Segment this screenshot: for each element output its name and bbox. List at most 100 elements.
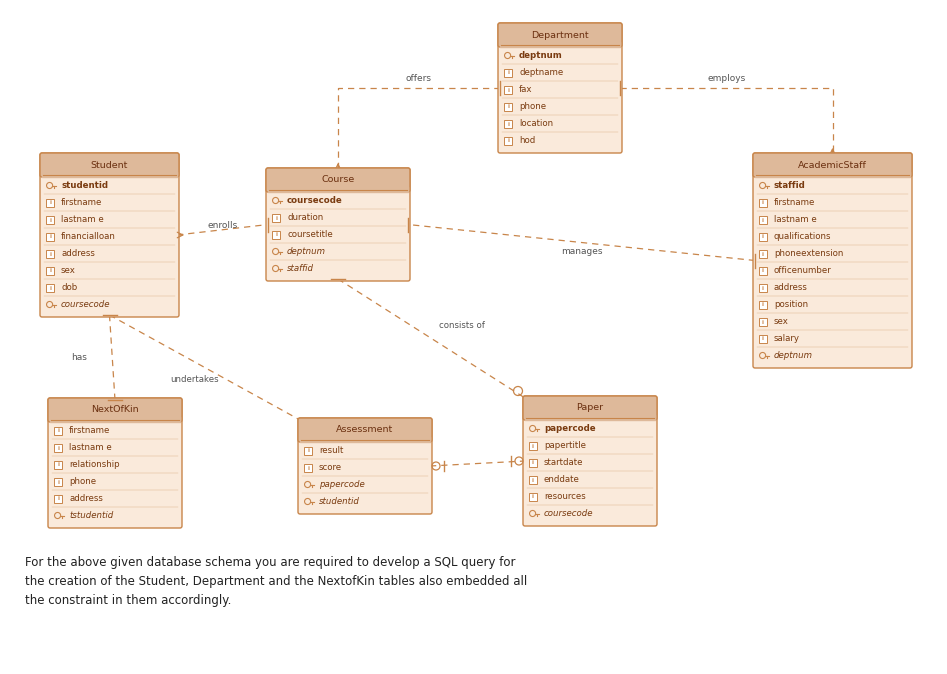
Text: phone: phone <box>519 102 546 111</box>
Text: lastnam e: lastnam e <box>69 443 112 452</box>
Bar <box>304 464 312 472</box>
Bar <box>504 86 512 94</box>
FancyBboxPatch shape <box>498 23 622 153</box>
Text: i: i <box>507 71 509 75</box>
Text: i: i <box>49 251 51 257</box>
Bar <box>759 266 767 274</box>
Text: i: i <box>49 200 51 206</box>
Text: deptnum: deptnum <box>287 247 326 256</box>
Text: consists of: consists of <box>438 321 485 330</box>
Bar <box>46 249 54 257</box>
Bar <box>529 441 537 450</box>
Bar <box>54 427 62 435</box>
Text: AcademicStaff: AcademicStaff <box>798 160 867 169</box>
Text: enrolls: enrolls <box>207 221 238 230</box>
FancyBboxPatch shape <box>266 168 410 281</box>
Text: studentid: studentid <box>61 181 108 190</box>
FancyBboxPatch shape <box>266 168 410 192</box>
Text: financialloan: financialloan <box>61 232 116 241</box>
Text: i: i <box>532 495 534 499</box>
Text: deptname: deptname <box>519 68 563 77</box>
Text: For the above given database schema you are required to develop a SQL query for
: For the above given database schema you … <box>25 556 527 607</box>
Text: i: i <box>49 286 51 290</box>
Bar <box>759 284 767 291</box>
Text: phone: phone <box>69 477 97 486</box>
Text: i: i <box>762 200 764 206</box>
Text: lastnam e: lastnam e <box>61 215 104 224</box>
Bar <box>759 334 767 342</box>
Text: Department: Department <box>531 30 589 40</box>
Text: i: i <box>762 251 764 257</box>
Text: Assessment: Assessment <box>336 425 394 435</box>
Bar <box>504 69 512 77</box>
Text: coursecode: coursecode <box>544 509 594 518</box>
Text: firstname: firstname <box>69 426 111 435</box>
Text: i: i <box>507 104 509 109</box>
Text: address: address <box>61 249 95 258</box>
Text: sex: sex <box>774 317 789 326</box>
Text: employs: employs <box>707 74 745 83</box>
Text: i: i <box>307 466 309 470</box>
Bar <box>46 284 54 291</box>
FancyBboxPatch shape <box>48 398 182 528</box>
Text: i: i <box>507 88 509 92</box>
Text: dob: dob <box>61 283 78 292</box>
Text: studentid: studentid <box>319 497 360 506</box>
Text: i: i <box>57 479 59 485</box>
Bar <box>46 199 54 206</box>
FancyBboxPatch shape <box>298 418 432 514</box>
Bar <box>272 231 280 239</box>
Bar <box>759 233 767 241</box>
Text: result: result <box>319 446 344 455</box>
Text: i: i <box>49 268 51 274</box>
Text: i: i <box>49 235 51 239</box>
Text: phoneextension: phoneextension <box>774 249 844 258</box>
Bar <box>529 458 537 466</box>
Text: deptnum: deptnum <box>519 51 563 60</box>
Text: i: i <box>532 443 534 448</box>
Text: i: i <box>57 429 59 433</box>
Text: i: i <box>57 497 59 501</box>
Text: NextOfKin: NextOfKin <box>91 406 139 415</box>
Text: i: i <box>762 218 764 222</box>
Text: i: i <box>275 216 277 220</box>
Text: i: i <box>275 233 277 237</box>
Text: has: has <box>72 353 87 362</box>
Text: i: i <box>762 336 764 342</box>
Bar <box>529 493 537 501</box>
Text: offers: offers <box>406 74 432 83</box>
FancyBboxPatch shape <box>523 396 657 526</box>
Text: coursecode: coursecode <box>287 196 343 205</box>
FancyBboxPatch shape <box>40 153 179 317</box>
Text: officenumber: officenumber <box>774 266 831 275</box>
Text: Student: Student <box>91 160 128 169</box>
Text: undertakes: undertakes <box>170 375 219 384</box>
Bar <box>54 443 62 452</box>
Text: i: i <box>57 462 59 468</box>
Text: firstname: firstname <box>61 198 102 207</box>
Text: position: position <box>774 300 808 309</box>
Bar <box>46 216 54 224</box>
Text: i: i <box>49 218 51 222</box>
FancyBboxPatch shape <box>753 153 912 177</box>
Text: i: i <box>762 286 764 290</box>
Text: relationship: relationship <box>69 460 119 469</box>
Bar <box>759 249 767 257</box>
Text: fax: fax <box>519 85 532 94</box>
Text: staffid: staffid <box>774 181 806 190</box>
Text: location: location <box>519 119 553 128</box>
Bar <box>759 301 767 309</box>
Bar <box>759 317 767 326</box>
Bar <box>304 446 312 454</box>
Bar <box>46 266 54 274</box>
Text: coursecode: coursecode <box>61 300 111 309</box>
FancyBboxPatch shape <box>498 23 622 47</box>
Text: i: i <box>762 235 764 239</box>
Text: coursetitle: coursetitle <box>287 230 332 239</box>
Bar <box>759 199 767 206</box>
Bar <box>504 119 512 127</box>
Bar <box>54 460 62 468</box>
Text: papercode: papercode <box>319 480 365 489</box>
Text: i: i <box>507 121 509 127</box>
Bar <box>46 233 54 241</box>
